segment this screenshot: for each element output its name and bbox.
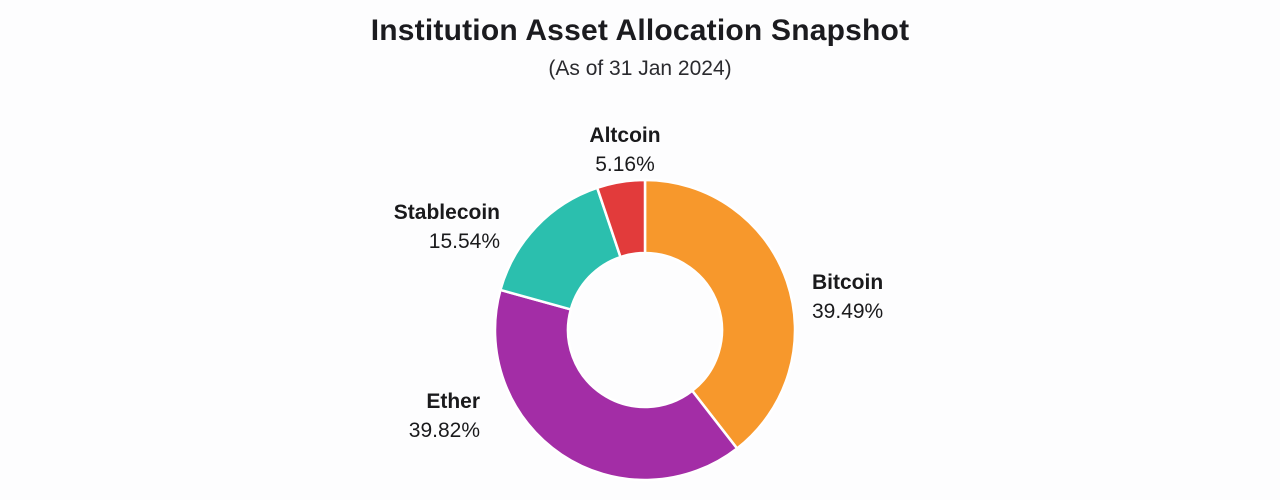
segment-percent: 15.54% [428,230,500,253]
segment-name: Ether [426,390,480,413]
segment-percent: 39.82% [408,419,480,442]
donut-segment-bitcoin [643,178,797,450]
donut-chart [475,160,815,500]
segment-label-ether: Ether 39.82% [320,387,480,445]
segment-label-stablecoin: Stablecoin 15.54% [340,198,500,256]
segment-percent: 39.49% [812,300,884,323]
chart-subtitle: (As of 31 Jan 2024) [548,57,732,80]
segment-label-bitcoin: Bitcoin 39.49% [812,268,1012,326]
donut-chart-svg [493,178,797,482]
chart-title: Institution Asset Allocation Snapshot [370,14,910,47]
donut-segment-altcoin [595,178,647,259]
segment-percent: 5.16% [595,153,655,176]
segment-label-altcoin: Altcoin 5.16% [545,121,705,179]
segment-name: Stablecoin [393,201,500,224]
segment-name: Altcoin [589,124,661,147]
segment-name: Bitcoin [812,271,884,294]
donut-segment-ether [493,288,739,482]
